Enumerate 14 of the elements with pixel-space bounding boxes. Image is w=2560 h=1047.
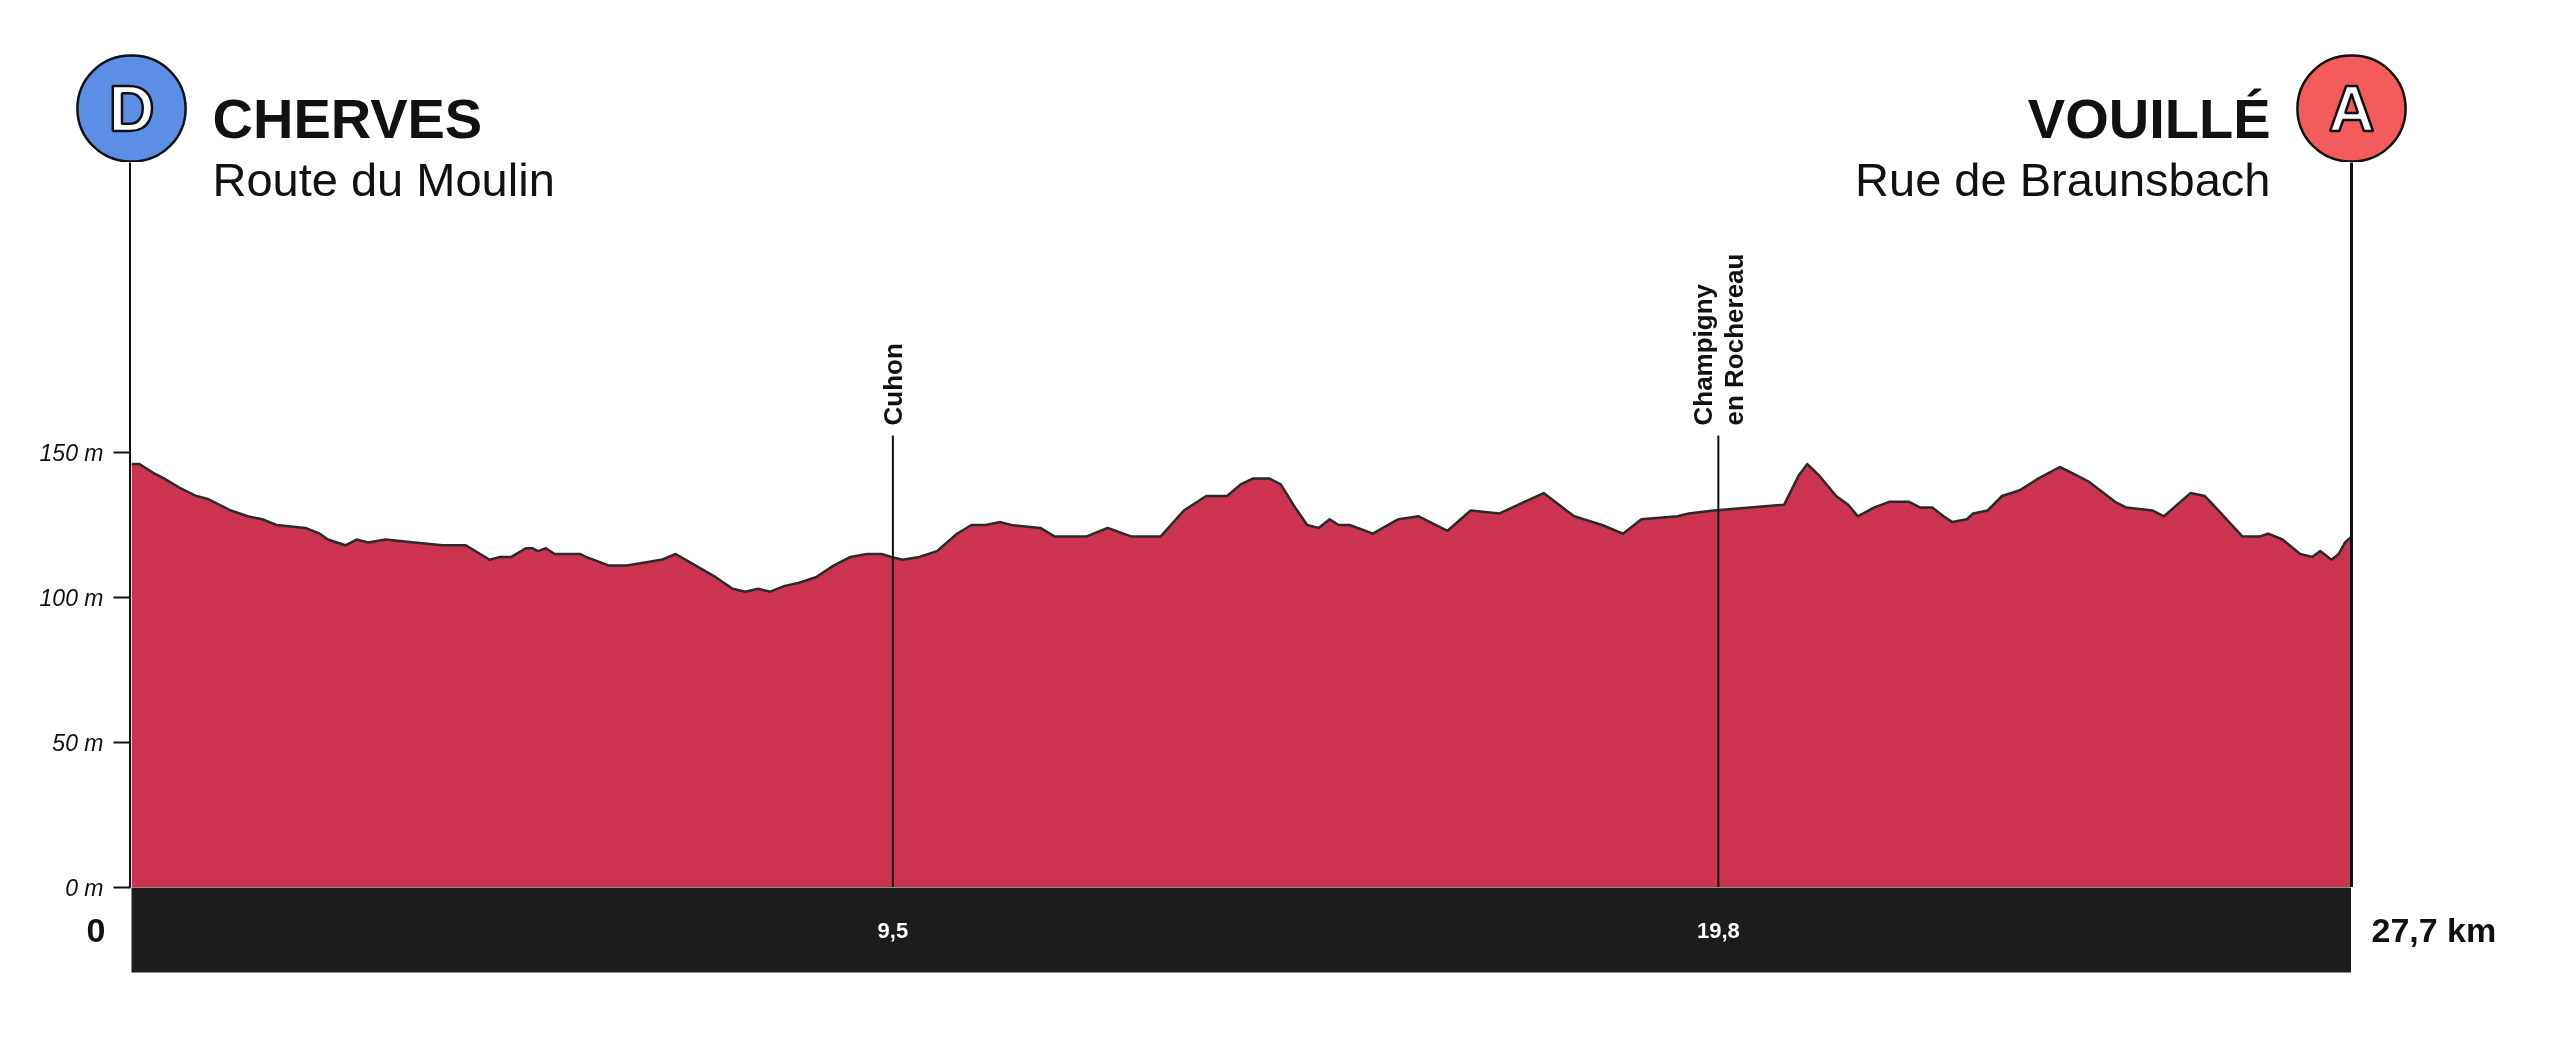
text: A: [2328, 72, 2375, 145]
y-tick-label: 150 m: [39, 439, 104, 466]
ref-line-label: Champigny en Rochereau: [1687, 253, 1749, 426]
text: VOUILLÉ: [2027, 87, 2271, 150]
x-tick-label: 19,8: [1696, 917, 1740, 943]
y-tick-label: 100 m: [39, 584, 104, 611]
text: CHERVES: [212, 87, 483, 150]
text: 0: [86, 910, 106, 949]
y-tick-label: 50 m: [52, 729, 104, 756]
text: 27,7 km: [2371, 911, 2497, 949]
y-tick-label: 0 m: [65, 874, 104, 901]
text: D: [108, 72, 155, 145]
ref-line-label: Cuhon: [877, 343, 908, 426]
x-tick-label: 9,5: [877, 917, 909, 943]
